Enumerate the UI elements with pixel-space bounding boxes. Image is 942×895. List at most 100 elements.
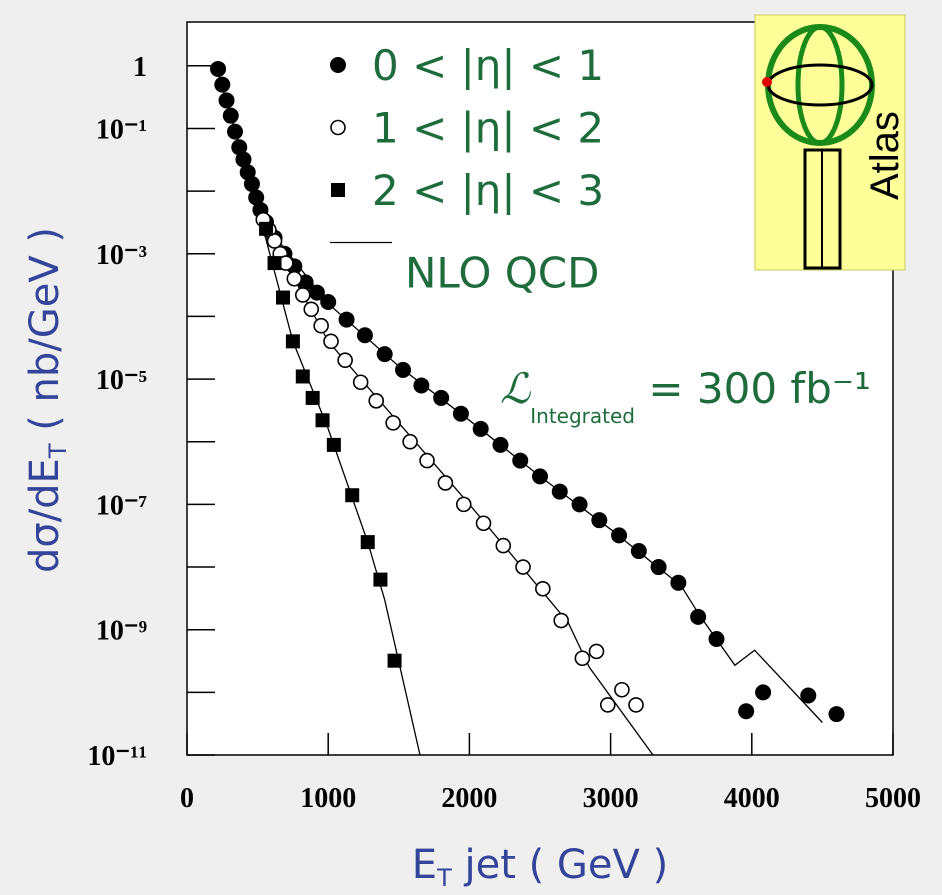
point (475, 515, 492, 532)
point (376, 346, 393, 363)
y-tick-label: 10⁻⁵ (96, 365, 147, 396)
point (591, 512, 608, 529)
point (800, 687, 817, 704)
x-tick-label: 1000 (300, 783, 356, 814)
x-label-sub: T (436, 864, 452, 892)
point (368, 392, 385, 409)
point (286, 270, 303, 287)
point (266, 233, 283, 249)
x-label-part: jet ( GeV ) (452, 842, 668, 888)
point (455, 496, 472, 513)
point (373, 572, 388, 587)
point (352, 374, 369, 391)
y-axis-label: dσ/dET ( nb/GeV ) (22, 227, 72, 573)
point (738, 703, 755, 720)
y-tick-label: 10⁻³ (96, 240, 147, 271)
legend-label: 0 < |η| < 1 (372, 41, 604, 90)
x-tick-label: 4000 (724, 783, 780, 814)
y-label-part: ( nb/GeV ) (22, 227, 68, 444)
point (588, 643, 605, 660)
x-tick-label: 5000 (865, 783, 921, 814)
point (285, 334, 300, 349)
point (599, 697, 616, 713)
point (235, 151, 252, 168)
point (303, 301, 320, 318)
point (452, 405, 469, 422)
point (210, 60, 227, 77)
point (614, 681, 630, 698)
point (360, 535, 375, 550)
point (755, 684, 772, 701)
logo-ring (795, 24, 845, 146)
point (276, 290, 291, 305)
point (218, 92, 235, 109)
point (356, 327, 373, 344)
point (345, 488, 360, 503)
legend-label: 2 < |η| < 3 (372, 166, 604, 215)
x-axis-label: ET jet ( GeV ) (412, 842, 668, 892)
point (222, 107, 239, 124)
point (227, 123, 244, 140)
point (305, 390, 320, 405)
point (532, 468, 548, 485)
point (553, 612, 569, 629)
point (313, 317, 329, 334)
legend-marker (330, 57, 346, 73)
logo: Atlas (754, 14, 907, 271)
point (708, 631, 725, 648)
point (630, 543, 647, 560)
point (419, 452, 435, 469)
point (437, 475, 454, 491)
y-label-sub: T (44, 443, 72, 459)
point (385, 415, 401, 431)
point (243, 175, 260, 192)
x-tick-label: 2000 (441, 783, 497, 814)
point (512, 452, 529, 469)
annotation-subscript: Integrated (530, 404, 635, 428)
point (551, 483, 568, 500)
point (315, 413, 330, 428)
point (472, 420, 489, 437)
point (433, 389, 450, 406)
y-tick-label: 10⁻⁹ (96, 616, 147, 647)
point (231, 139, 248, 156)
point (267, 256, 282, 271)
legend-marker (331, 183, 345, 197)
point (515, 559, 531, 575)
point (387, 653, 402, 668)
point (670, 574, 687, 591)
point (495, 537, 512, 554)
point (320, 293, 337, 310)
y-tick-label: 1 (133, 52, 147, 83)
y-label-part: dσ/dE (22, 458, 68, 573)
point (308, 284, 325, 301)
logo-dot (762, 77, 772, 87)
point (611, 527, 628, 544)
point (535, 580, 551, 597)
point (338, 311, 355, 328)
y-tick-label: 10⁻⁷ (96, 490, 147, 521)
y-tick-label: 10⁻¹ (96, 114, 147, 145)
point (828, 706, 845, 723)
point (323, 333, 339, 350)
annotation-text: = 300 fb⁻¹ (635, 364, 871, 413)
y-tick-label: 10⁻¹¹ (87, 741, 147, 772)
point (395, 361, 412, 378)
x-tick-label: 0 (180, 783, 194, 814)
point (628, 697, 644, 713)
point (259, 221, 274, 236)
legend-label: 1 < |η| < 2 (372, 104, 604, 153)
point (402, 433, 418, 450)
point (294, 287, 311, 303)
legend-label: NLO QCD (405, 249, 599, 298)
annotation-symbol: ℒ (500, 364, 531, 413)
point (690, 608, 707, 625)
point (492, 436, 509, 453)
point (248, 189, 265, 206)
point (214, 76, 231, 93)
point (295, 369, 310, 384)
x-label-part: E (412, 842, 437, 888)
point (571, 496, 588, 513)
point (574, 650, 591, 667)
